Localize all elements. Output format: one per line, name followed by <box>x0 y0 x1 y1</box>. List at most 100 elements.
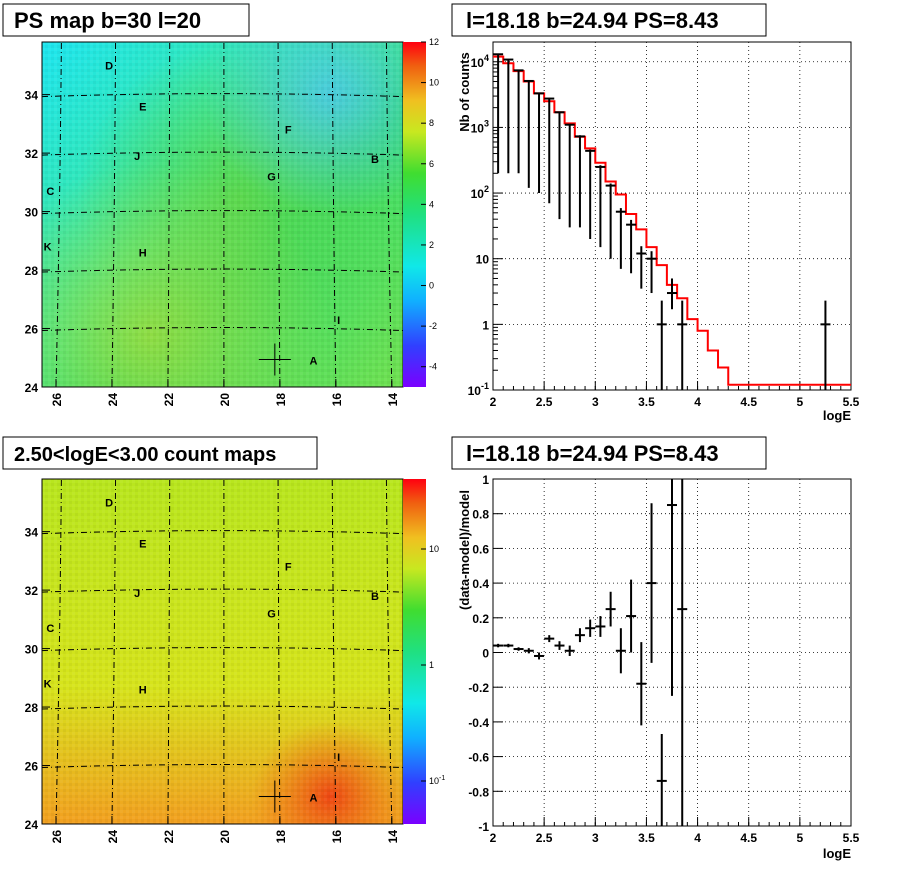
parallel-3 <box>41 210 404 215</box>
x-tick-label-2: 22 <box>162 830 176 844</box>
meridian-6 <box>385 41 393 388</box>
x-tick-label-3: 20 <box>218 393 232 407</box>
meridian-4 <box>277 478 281 825</box>
x-tick-label-6: 5 <box>797 831 804 845</box>
meridian-1 <box>111 41 117 388</box>
y-tick-label-3: 10 <box>476 253 490 267</box>
y-tick-label-5: 0 <box>482 647 489 661</box>
y-tick-label-0: 1 <box>482 473 489 487</box>
parallel-4 <box>41 151 404 156</box>
cbar-tick-label-8: -4 <box>429 362 437 372</box>
x-tick-label-1: 2.5 <box>536 395 553 409</box>
spectrum-title: l=18.18 b=24.94 PS=8.43 <box>466 8 719 33</box>
count-map-title-box <box>2 436 318 470</box>
count-map-colorbar <box>403 479 426 824</box>
residual-panel: l=18.18 b=24.94 PS=8.43 2 2.5 3 3.5 4 4.5 5 5.5… <box>451 436 860 861</box>
source-label-E: E <box>139 101 146 113</box>
count-map-panel: 2.50<logE<3.00 count maps D E F J B G C K H I A 26… <box>2 436 445 844</box>
x-tick-label-7: 5.5 <box>843 831 860 845</box>
ps-map-axes: 26 24 22 20 18 16 14 24 26 28 30 32 34 <box>25 89 400 407</box>
source-label-F: F <box>285 125 292 137</box>
cbar-tick-label-0: 12 <box>429 37 439 47</box>
residual-title: l=18.18 b=24.94 PS=8.43 <box>466 441 719 466</box>
residual-plot: 2 2.5 3 3.5 4 4.5 5 5.5 1 0.8 0.6 0.4 0.2 0 -0.2 -0.4 -0… <box>468 473 859 845</box>
y-tick-label-5: 34 <box>25 89 39 103</box>
x-tick-label-3: 3.5 <box>638 395 655 409</box>
parallel-1 <box>41 764 404 769</box>
y-tick-label-4: 32 <box>25 147 39 161</box>
count-map-colorbar-ticks: 10 1 10-1 <box>421 544 445 786</box>
ps-map-title-box <box>2 3 250 37</box>
y-tick-label-0: 24 <box>25 818 39 832</box>
count-map-axes: 26 24 22 20 18 16 14 24 26 28 30 32 34 <box>25 526 400 844</box>
source-label-J: J <box>134 588 140 600</box>
source-label-B: B <box>371 591 379 603</box>
x-tick-label-2: 3 <box>592 831 599 845</box>
parallel-1 <box>41 327 404 332</box>
cbar-tick-label-6: 0 <box>429 281 434 291</box>
source-label-J: J <box>134 151 140 163</box>
spectrum-panel: l=18.18 b=24.94 PS=8.43 2 2.5 3 3.5 4 4.5 5 5.5… <box>451 3 860 423</box>
source-label-A: A <box>309 356 317 368</box>
y-tick-label-0: 24 <box>25 381 39 395</box>
meridian-2 <box>167 41 171 388</box>
x-tick-label-5: 16 <box>330 830 344 844</box>
residual-xlabel: logE <box>823 846 851 861</box>
y-tick-label-2: 28 <box>25 264 39 278</box>
source-label-D: D <box>105 497 113 509</box>
source-label-H: H <box>139 248 147 260</box>
spectrum-title-box <box>451 3 767 37</box>
y-tick-label-1: 103 <box>471 118 489 135</box>
spectrum-ylabel: Nb of counts <box>457 52 472 131</box>
ps-map-colorbar-ticks: 12 10 8 6 4 2 0 -2 -4 <box>421 37 439 372</box>
x-tick-label-4: 18 <box>274 393 288 407</box>
parallel-4 <box>41 588 404 593</box>
meridian-0 <box>55 478 62 825</box>
cbar-tick-label-1: 1 <box>429 660 434 670</box>
x-tick-label-6: 5 <box>797 395 804 409</box>
y-tick-label-4: 1 <box>482 318 489 332</box>
x-tick-label-0: 2 <box>490 395 497 409</box>
source-label-G: G <box>267 608 276 620</box>
count-map-coord-grid <box>41 478 404 825</box>
parallel-5 <box>41 93 404 98</box>
source-label-G: G <box>267 171 276 183</box>
parallel-2 <box>41 705 404 710</box>
x-tick-label-4: 4 <box>694 831 701 845</box>
x-tick-label-0: 26 <box>50 830 64 844</box>
source-label-C: C <box>46 186 54 198</box>
residual-title-box <box>451 436 767 470</box>
y-tick-label-1: 26 <box>25 760 39 774</box>
x-tick-label-0: 2 <box>490 831 497 845</box>
source-label-E: E <box>139 538 146 550</box>
x-tick-label-4: 18 <box>274 830 288 844</box>
cbar-tick-label-2: 10-1 <box>429 775 445 786</box>
x-tick-label-1: 24 <box>106 393 120 407</box>
count-map-title: 2.50<logE<3.00 count maps <box>14 444 276 466</box>
cbar-tick-label-7: -2 <box>429 321 437 331</box>
residual-ylabel: (data-model)/model <box>457 490 472 610</box>
y-tick-label-3: 0.4 <box>472 577 489 591</box>
ps-map-coord-grid <box>41 41 404 388</box>
y-tick-label-3: 30 <box>25 643 39 657</box>
x-tick-label-0: 26 <box>50 393 64 407</box>
spectrum-frame <box>492 41 852 391</box>
source-label-I: I <box>337 315 340 327</box>
x-tick-label-1: 24 <box>106 830 120 844</box>
meridian-0 <box>55 41 62 388</box>
y-tick-label-6: -0.2 <box>468 681 489 695</box>
y-tick-label-2: 102 <box>471 184 489 201</box>
source-label-A: A <box>309 793 317 805</box>
meridian-4 <box>277 41 281 388</box>
ps-map-title: PS map b=30 l=20 <box>14 8 201 33</box>
source-label-C: C <box>46 623 54 635</box>
source-label-D: D <box>105 60 113 72</box>
y-tick-label-5: 10-1 <box>468 381 489 398</box>
parallel-5 <box>41 530 404 535</box>
meridian-1 <box>111 478 117 825</box>
meridian-5 <box>331 41 337 388</box>
y-tick-label-1: 0.8 <box>472 508 489 522</box>
